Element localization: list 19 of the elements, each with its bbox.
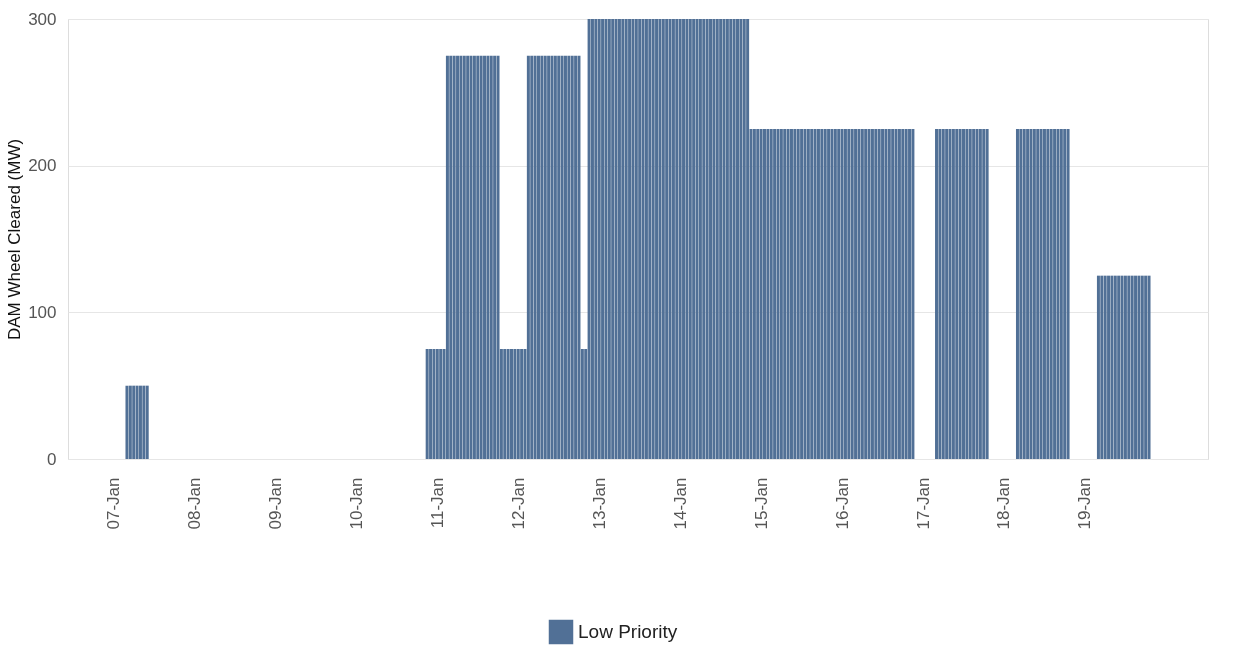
x-tick-label: 10-Jan (346, 477, 366, 530)
legend-label: Low Priority (578, 621, 678, 642)
x-tick-label: 07-Jan (103, 477, 123, 530)
x-tick-label: 09-Jan (265, 477, 285, 530)
x-tick-label: 15-Jan (751, 477, 771, 530)
y-tick-label: 100 (28, 302, 57, 322)
x-tick-label: 18-Jan (994, 477, 1014, 530)
y-tick-label: 200 (28, 156, 57, 176)
y-tick-label: 0 (47, 449, 57, 469)
y-axis-title: DAM Wheel Cleared (MW) (5, 138, 25, 341)
x-tick-label: 19-Jan (1075, 477, 1095, 530)
x-tick-label: 14-Jan (670, 477, 690, 530)
x-tick-label: 08-Jan (184, 477, 204, 530)
x-tick-label: 13-Jan (589, 477, 609, 530)
x-tick-label: 11-Jan (427, 477, 447, 529)
y-tick-label: 300 (28, 9, 57, 29)
x-tick-label: 17-Jan (913, 477, 933, 530)
x-tick-label: 16-Jan (832, 477, 852, 530)
x-tick-label: 12-Jan (508, 477, 528, 530)
